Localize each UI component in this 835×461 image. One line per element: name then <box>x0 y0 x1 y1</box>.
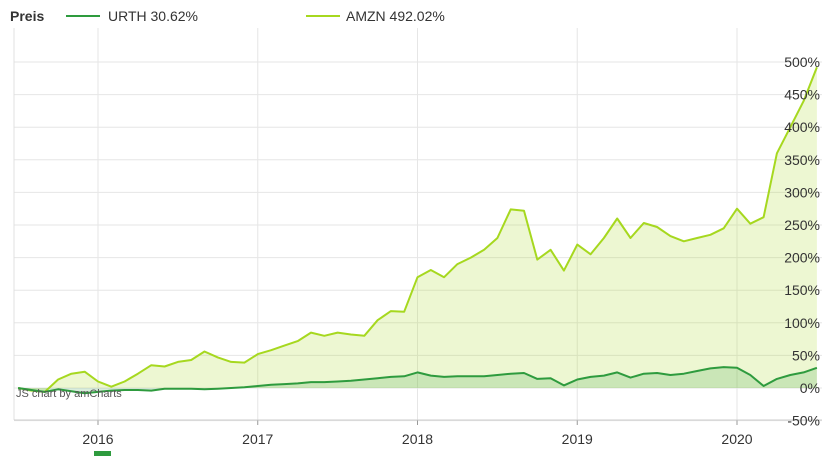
scrollbar-grip[interactable] <box>94 451 111 456</box>
series-areas <box>18 67 817 394</box>
x-axis: 2016 2017 2018 2019 2020 <box>82 431 752 447</box>
y-axis: -50% 0% 50% 100% 150% 200% 250% 300% 350% 400% 450… <box>784 54 820 429</box>
y-tick-label: 400% <box>784 119 820 135</box>
y-tick-label: -50% <box>787 413 820 429</box>
series-line-amzn[interactable] <box>17 66 818 393</box>
chart-credit[interactable]: JS chart by amCharts <box>16 388 122 400</box>
y-tick-label: 0% <box>800 380 820 396</box>
legend-item-amzn[interactable]: AMZN 492.02% <box>306 8 445 24</box>
legend-label-amzn: AMZN 492.02% <box>346 8 445 24</box>
x-tick-label: 2020 <box>721 431 752 447</box>
series-line-urth[interactable] <box>17 366 818 395</box>
y-tick-label: 200% <box>784 250 820 266</box>
y-tick-label: 100% <box>784 315 820 331</box>
y-tick-label: 450% <box>784 87 820 103</box>
y-tick-label: 50% <box>792 347 820 363</box>
x-tick-label: 2018 <box>402 431 433 447</box>
y-tick-label: 350% <box>784 152 820 168</box>
series-area-amzn <box>18 67 817 392</box>
x-tick-label: 2019 <box>562 431 593 447</box>
y-tick-label: 300% <box>784 184 820 200</box>
y-tick-label: 250% <box>784 217 820 233</box>
legend-label-urth: URTH 30.62% <box>108 8 198 24</box>
x-tick-label: 2016 <box>82 431 113 447</box>
legend-title: Preis <box>10 8 44 24</box>
y-tick-label: 150% <box>784 282 820 298</box>
series-area-urth <box>18 367 817 394</box>
grid <box>13 28 822 425</box>
series-lines <box>17 66 818 395</box>
x-tick-label: 2017 <box>242 431 273 447</box>
legend-item-urth[interactable]: URTH 30.62% <box>66 8 198 24</box>
y-tick-label: 500% <box>784 54 820 70</box>
legend: Preis URTH 30.62% AMZN 492.02% <box>10 8 445 24</box>
